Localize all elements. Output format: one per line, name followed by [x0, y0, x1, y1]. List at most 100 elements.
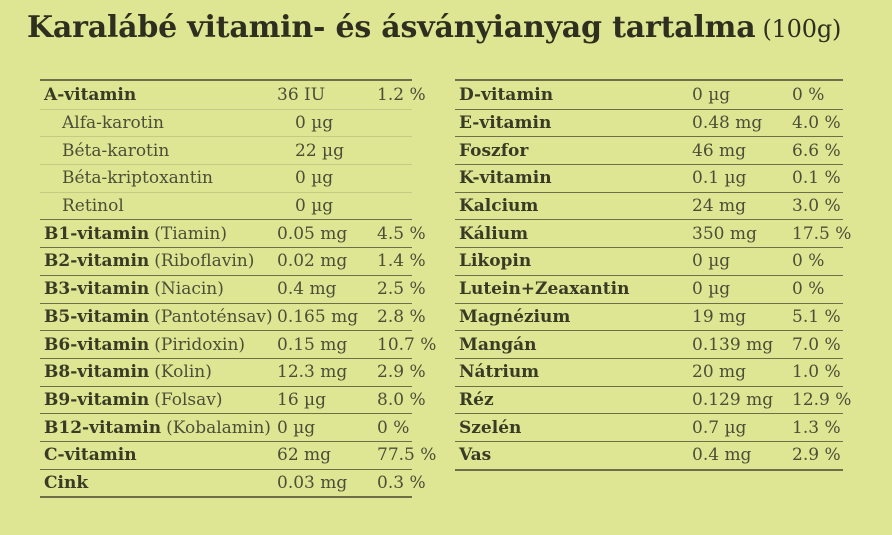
nutrient-name-text: Béta-karotin: [62, 140, 170, 161]
table-row: C-vitamin 62 mg 77.5 %: [40, 440, 436, 469]
nutrient-daily-percent: 6.6 %: [792, 140, 841, 161]
nutrient-amount: 46 mg: [692, 140, 747, 161]
nutrient-amount: 12.3 mg: [277, 362, 348, 383]
nutrient-daily-percent: 2.9 %: [792, 445, 841, 466]
nutrition-tables: A-vitamin 36 IU 1.2 % Alfa-karotin 0 µg …: [40, 79, 851, 499]
nutrient-amount: 0 µg: [295, 113, 334, 134]
table-row: A-vitamin 36 IU 1.2 %: [40, 81, 426, 109]
nutrient-amount: 0.165 mg: [277, 306, 359, 327]
nutrient-name: B8-vitamin (Kolin): [40, 362, 277, 382]
nutrient-daily-percent: 0 %: [792, 84, 825, 105]
nutrient-amount: 16 µg: [277, 389, 326, 410]
nutrient-name-text: Kálium: [459, 223, 529, 244]
table-row: B9-vitamin (Folsav) 16 µg 8.0 %: [40, 385, 426, 414]
nutrient-name-note: (Tiamin): [154, 223, 227, 244]
table-row: K-vitamin 0.1 µg 0.1 %: [455, 164, 843, 192]
nutrient-name-text: Béta-kriptoxantin: [62, 168, 213, 189]
nutrient-name: Béta-kriptoxantin: [40, 168, 295, 188]
nutrient-amount: 0.48 mg: [692, 113, 763, 134]
nutrient-name: Foszfor: [455, 141, 692, 161]
nutrient-name: K-vitamin: [455, 168, 692, 188]
table-row: E-vitamin 0.48 mg 4.0 %: [455, 108, 843, 137]
nutrient-daily-percent: 1.2 %: [377, 84, 426, 105]
nutrient-name: Vas: [455, 445, 692, 465]
nutrient-name-text: Cink: [44, 472, 89, 493]
nutrient-name-text: E-vitamin: [459, 113, 552, 134]
nutrient-daily-percent: 0.3 %: [377, 472, 426, 493]
nutrient-amount: 0.129 mg: [692, 389, 774, 410]
nutrient-daily-percent: 17.5 %: [792, 223, 852, 244]
table-row: Alfa-karotin 0 µg: [40, 108, 412, 137]
page-title-text: Karalábé vitamin- és ásványianyag tartal…: [27, 10, 756, 45]
table-row: Béta-kriptoxantin 0 µg: [40, 164, 412, 192]
nutrient-name-text: Kalcium: [459, 196, 539, 217]
nutrient-amount: 0 µg: [295, 168, 334, 189]
nutrient-name-text: B5-vitamin: [44, 306, 150, 327]
nutrient-name: Kálium: [455, 224, 692, 244]
table-row: Szelén 0.7 µg 1.3 %: [455, 413, 843, 441]
nutrient-amount: 0.03 mg: [277, 472, 348, 493]
nutrient-daily-percent: 3.0 %: [792, 196, 841, 217]
table-row: Likopin 0 µg 0 %: [455, 247, 843, 275]
nutrient-amount: 0 µg: [692, 279, 731, 300]
nutrient-daily-percent: 5.1 %: [792, 306, 841, 327]
nutrient-name-text: Nátrium: [459, 362, 540, 383]
nutrient-name-text: A-vitamin: [44, 84, 137, 105]
nutrient-name-note: (Kobalamin): [166, 417, 271, 438]
nutrient-name-text: Likopin: [459, 251, 532, 272]
nutrient-name-text: B3-vitamin: [44, 279, 150, 300]
table-row: B12-vitamin (Kobalamin) 0 µg 0 %: [40, 413, 412, 441]
serving-size-label: (100g): [762, 15, 842, 43]
nutrient-name: B9-vitamin (Folsav): [40, 390, 277, 410]
nutrient-amount: 0 µg: [277, 417, 316, 438]
nutrient-name-note: (Folsav): [154, 389, 223, 410]
nutrient-amount: 0.4 mg: [692, 445, 752, 466]
table-row: D-vitamin 0 µg 0 %: [455, 81, 843, 109]
nutrient-name-text: Retinol: [62, 196, 124, 217]
nutrient-name-text: Foszfor: [459, 140, 529, 161]
nutrient-name-note: (Piridoxin): [154, 334, 246, 355]
nutrient-amount: 0.1 µg: [692, 168, 747, 189]
nutrient-name-note: (Kolin): [154, 362, 212, 383]
table-row: B3-vitamin (Niacin) 0.4 mg 2.5 %: [40, 274, 426, 303]
nutrient-name: B1-vitamin (Tiamin): [40, 224, 277, 244]
nutrient-daily-percent: 8.0 %: [377, 389, 426, 410]
nutrient-daily-percent: 77.5 %: [377, 445, 437, 466]
table-row: Magnézium 19 mg 5.1 %: [455, 302, 843, 331]
table-row: Kalcium 24 mg 3.0 %: [455, 191, 843, 220]
table-row: B2-vitamin (Riboflavin) 0.02 mg 1.4 %: [40, 247, 426, 275]
nutrient-name: Magnézium: [455, 307, 692, 327]
nutrient-name-note: (Niacin): [154, 279, 224, 300]
nutrient-name: Mangán: [455, 335, 692, 355]
nutrient-name: Lutein+Zeaxantin: [455, 279, 692, 299]
table-row: B8-vitamin (Kolin) 12.3 mg 2.9 %: [40, 357, 426, 386]
nutrient-name-text: B2-vitamin: [44, 251, 150, 272]
nutrient-name: B5-vitamin (Pantoténsav): [40, 307, 277, 327]
nutrient-daily-percent: 2.5 %: [377, 279, 426, 300]
nutrient-name-text: C-vitamin: [44, 445, 137, 466]
table-row: Mangán 0.139 mg 7.0 %: [455, 330, 843, 358]
nutrient-amount: 0 µg: [295, 196, 334, 217]
nutrient-daily-percent: 0 %: [792, 251, 825, 272]
nutrient-name-text: B12-vitamin: [44, 417, 162, 438]
nutrient-name: B3-vitamin (Niacin): [40, 279, 277, 299]
nutrient-name-text: B1-vitamin: [44, 223, 150, 244]
nutrient-daily-percent: 1.0 %: [792, 362, 841, 383]
nutrient-name: Béta-karotin: [40, 141, 295, 161]
nutrient-name: A-vitamin: [40, 85, 277, 105]
nutrient-daily-percent: 1.3 %: [792, 417, 841, 438]
nutrient-daily-percent: 10.7 %: [377, 334, 437, 355]
table-row: B1-vitamin (Tiamin) 0.05 mg 4.5 %: [40, 219, 426, 247]
nutrient-name-note: (Riboflavin): [154, 251, 255, 272]
nutrient-name: Kalcium: [455, 196, 692, 216]
nutrient-daily-percent: 2.8 %: [377, 306, 426, 327]
nutrient-name-text: B6-vitamin: [44, 334, 150, 355]
nutrient-amount: 19 mg: [692, 306, 747, 327]
table-row: Béta-karotin 22 µg: [40, 136, 412, 164]
nutrient-amount: 0 µg: [692, 251, 731, 272]
nutrient-amount: 350 mg: [692, 223, 757, 244]
nutrient-daily-percent: 2.9 %: [377, 362, 426, 383]
nutrient-amount: 0 µg: [692, 84, 731, 105]
nutrient-amount: 0.139 mg: [692, 334, 774, 355]
